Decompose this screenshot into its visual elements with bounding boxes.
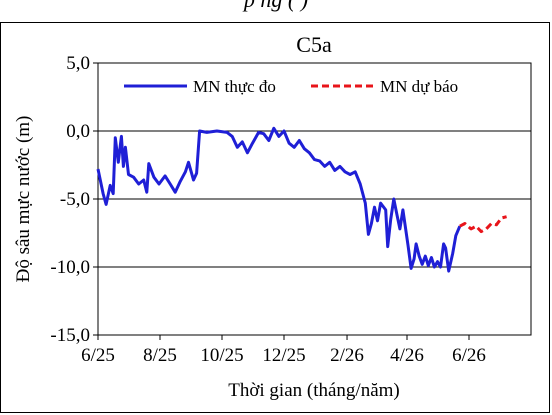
top-caption: p ng ( )	[0, 0, 552, 12]
x-tick-label: 4/26	[390, 345, 424, 366]
y-tick-label: 5,0	[66, 53, 90, 74]
series-line-forecast	[459, 215, 507, 234]
y-axis-label: Độ sâu mực nước (m)	[13, 116, 34, 283]
legend-label-forecast: MN dự báo	[380, 77, 458, 96]
x-tick-label: 6/25	[81, 345, 115, 366]
series-line-measured	[96, 126, 462, 273]
y-tick-label: -10,0	[50, 257, 90, 278]
chart-frame	[0, 22, 550, 413]
grid-lines	[98, 130, 531, 268]
x-axis-label: Thời gian (tháng/năm)	[228, 380, 400, 401]
x-axis-ticks: 6/25 8/25 10/25 12/25 2/26 4/26 6/26	[81, 335, 486, 366]
legend: MN thực đo MN dự báo	[124, 77, 458, 96]
y-tick-label: -5,0	[60, 189, 90, 210]
legend-label-measured: MN thực đo	[193, 77, 276, 96]
y-tick-label: 0,0	[66, 121, 90, 142]
x-tick-label: 2/26	[330, 345, 364, 366]
y-axis-ticks: 5,0 0,0 -5,0 -10,0 -15,0	[50, 53, 98, 346]
y-tick-label: -15,0	[50, 325, 90, 346]
chart-title: C5a	[296, 32, 332, 57]
series-lines	[96, 126, 507, 273]
x-tick-label: 8/25	[143, 345, 177, 366]
x-tick-label: 6/26	[452, 345, 486, 366]
x-tick-label: 12/25	[262, 345, 305, 366]
x-tick-label: 10/25	[200, 345, 243, 366]
